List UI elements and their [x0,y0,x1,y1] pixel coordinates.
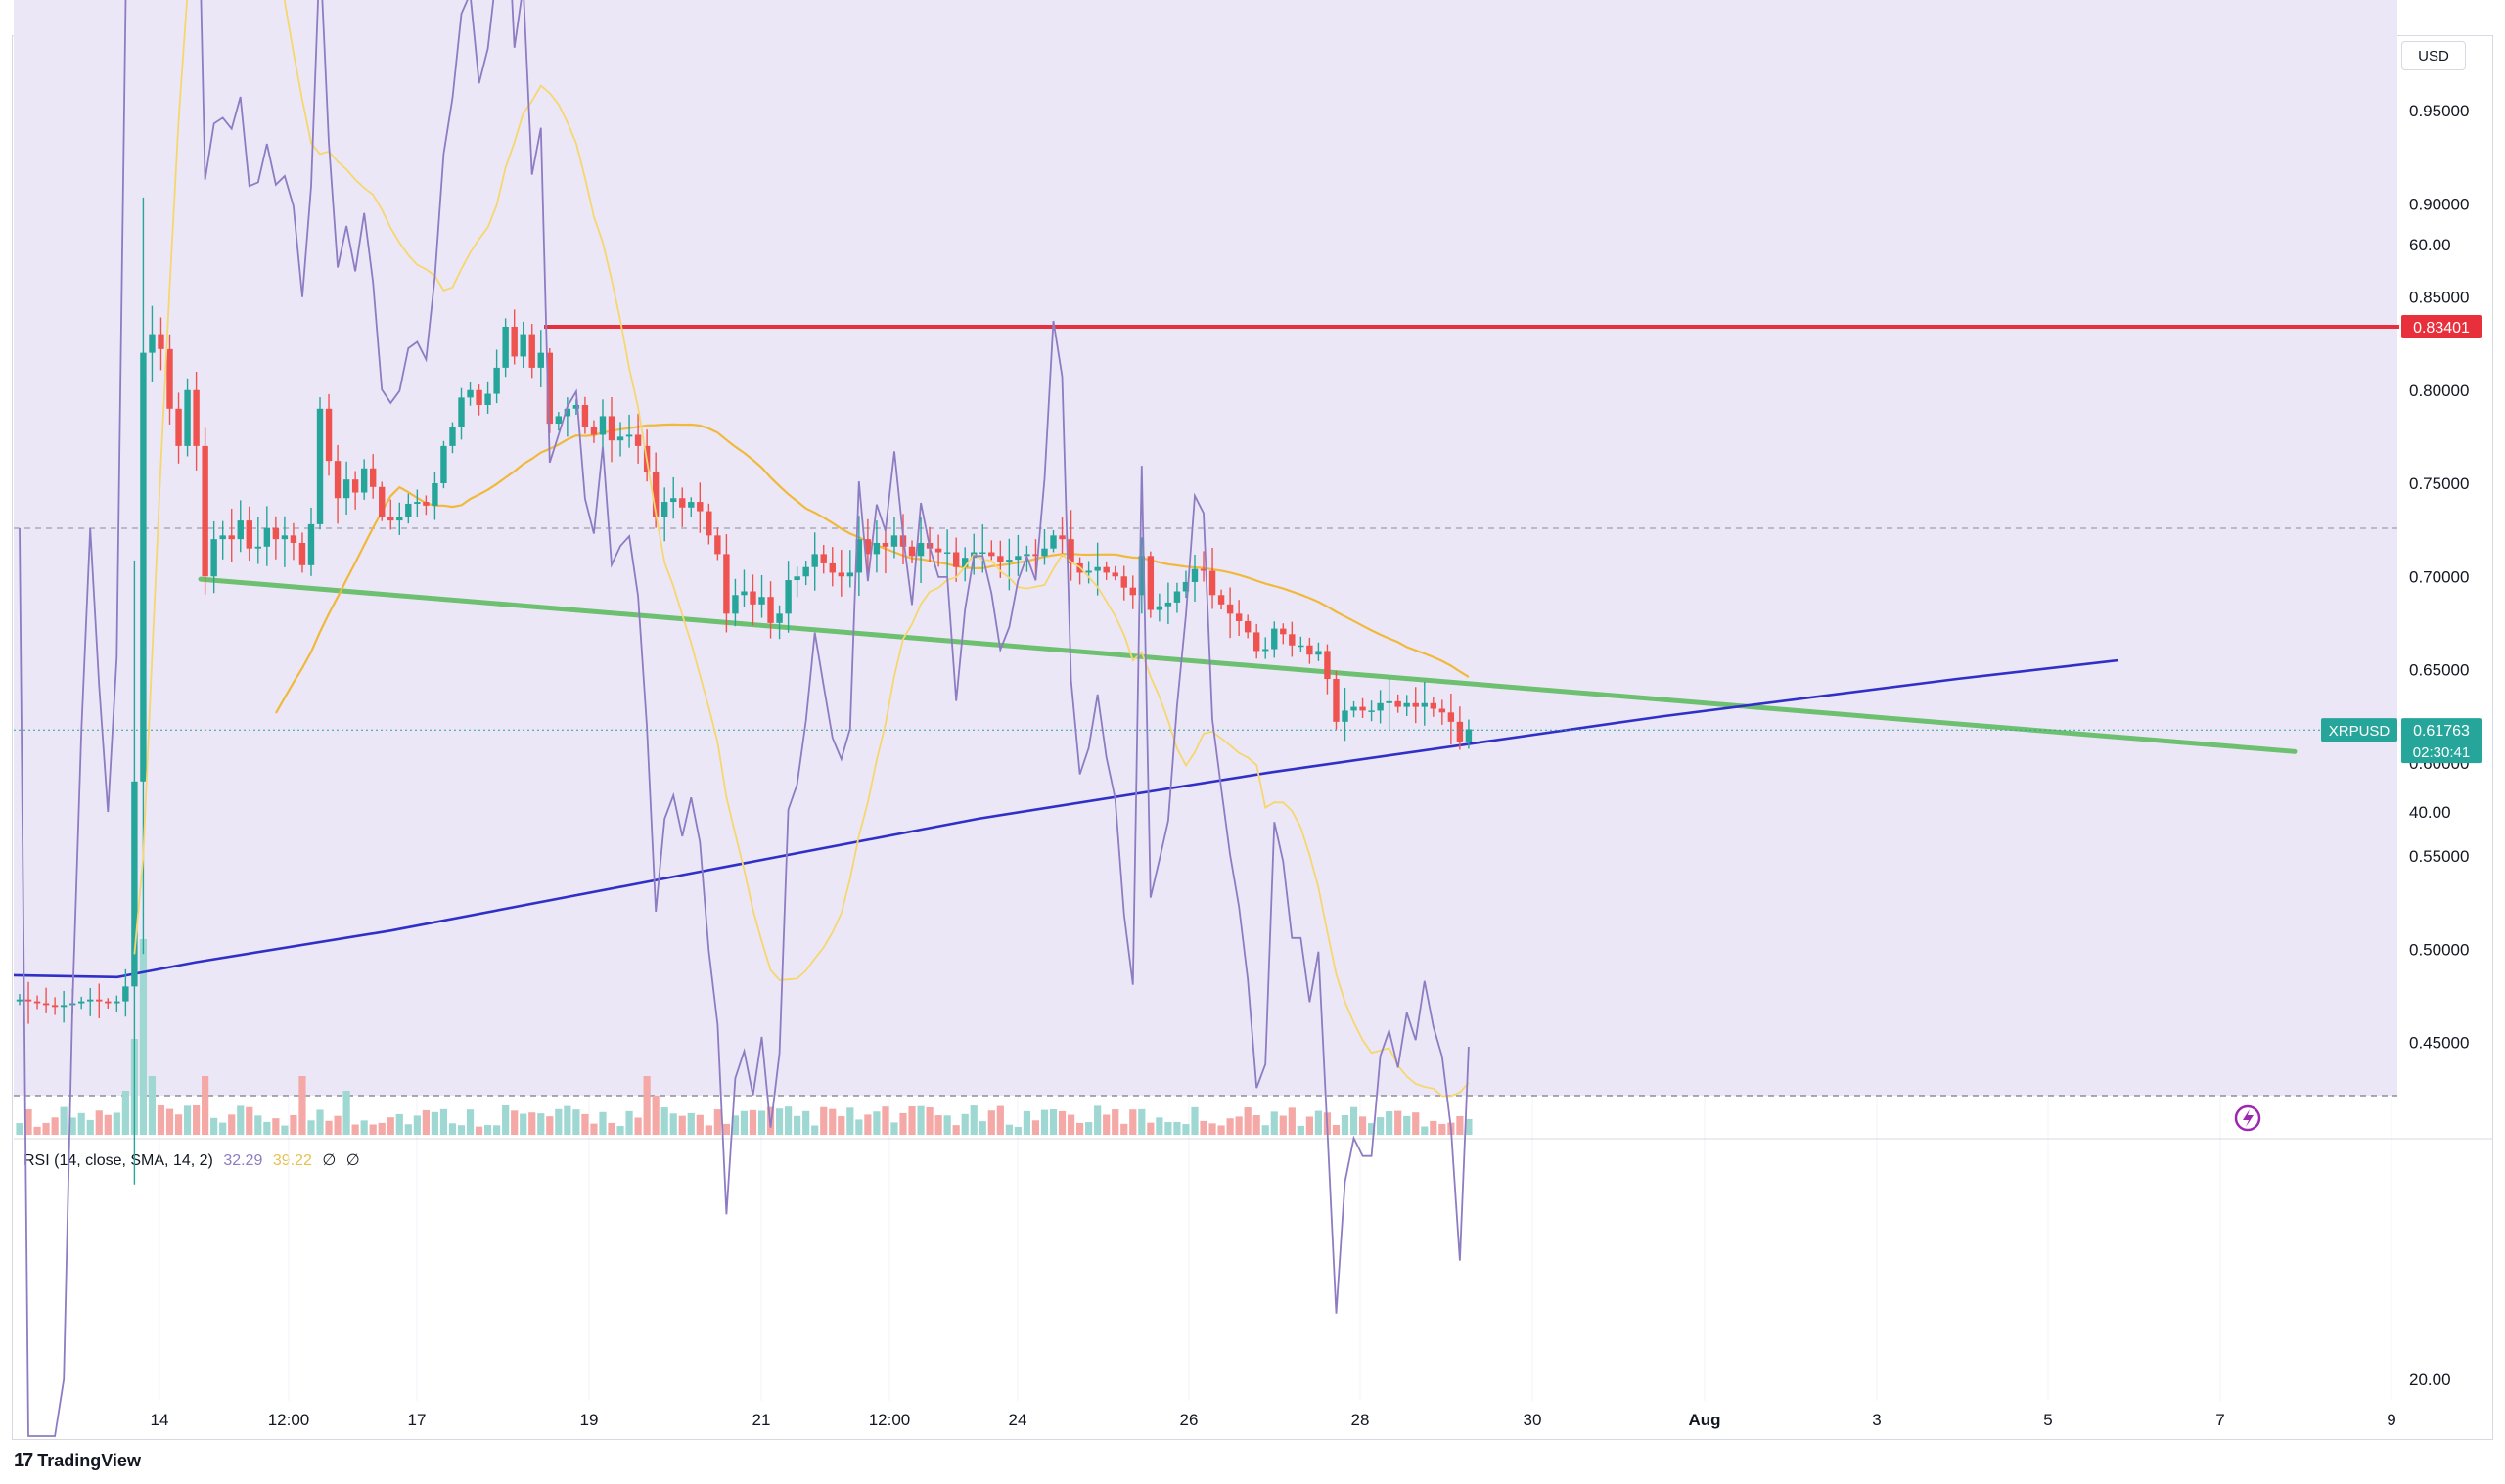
legend-ma200-value: 0.65533 [219,116,277,133]
tradingview-logo-icon: 17 [14,1450,33,1471]
legend-rsi-extra1: ∅ [322,1152,337,1169]
legend-c-label: C [498,49,510,66]
legend-rsi-sma-value: 39.22 [272,1152,312,1169]
legend-ma200[interactable]: MA (200, close, 0, SMA, 5) 0.65533 [23,116,283,134]
tradingview-logo-text: TradingView [37,1451,141,1470]
legend-low: 0.60933 [431,49,488,66]
publisher-line: weetabixismyname published on TradingVie… [14,12,612,31]
legend-ma30-label: MA (30, close, 0, SMA, 5) [23,94,202,111]
legend-h-label: H [344,49,356,66]
currency-button[interactable]: USD [2401,41,2466,70]
legend-l-label: L [422,49,432,66]
legend-ma30[interactable]: MA (30, close, 0, SMA, 5) 0.64637 [23,94,274,112]
legend-symbol: XRP / U.S. Dollar, 4h, BITSTAMP [23,49,255,66]
legend-close: 0.61763 [509,49,567,66]
legend-open: 0.61043 [277,49,335,66]
legend-main[interactable]: XRP / U.S. Dollar, 4h, BITSTAMP O0.61043… [23,49,716,67]
legend-rsi-label: RSI (14, close, SMA, 14, 2) [23,1152,213,1169]
legend-change: +0.00699 (+1.14%) [575,49,710,66]
chart-frame[interactable] [12,35,2493,1440]
legend-vol-label: Vol · XRP [23,71,92,88]
legend-rsi-extra2: ∅ [345,1152,360,1169]
tradingview-logo[interactable]: 17 TradingView [14,1450,141,1472]
legend-rsi[interactable]: RSI (14, close, SMA, 14, 2) 32.29 39.22 … [23,1150,366,1170]
legend-ma30-value: 0.64637 [210,94,268,111]
legend-vol-value: 906.926K [101,71,169,88]
legend-o-label: O [265,49,278,66]
legend-ma200-label: MA (200, close, 0, SMA, 5) [23,116,210,133]
legend-rsi-value: 32.29 [223,1152,263,1169]
legend-volume[interactable]: Vol · XRP 906.926K [23,71,174,89]
legend-high: 0.61772 [355,49,413,66]
